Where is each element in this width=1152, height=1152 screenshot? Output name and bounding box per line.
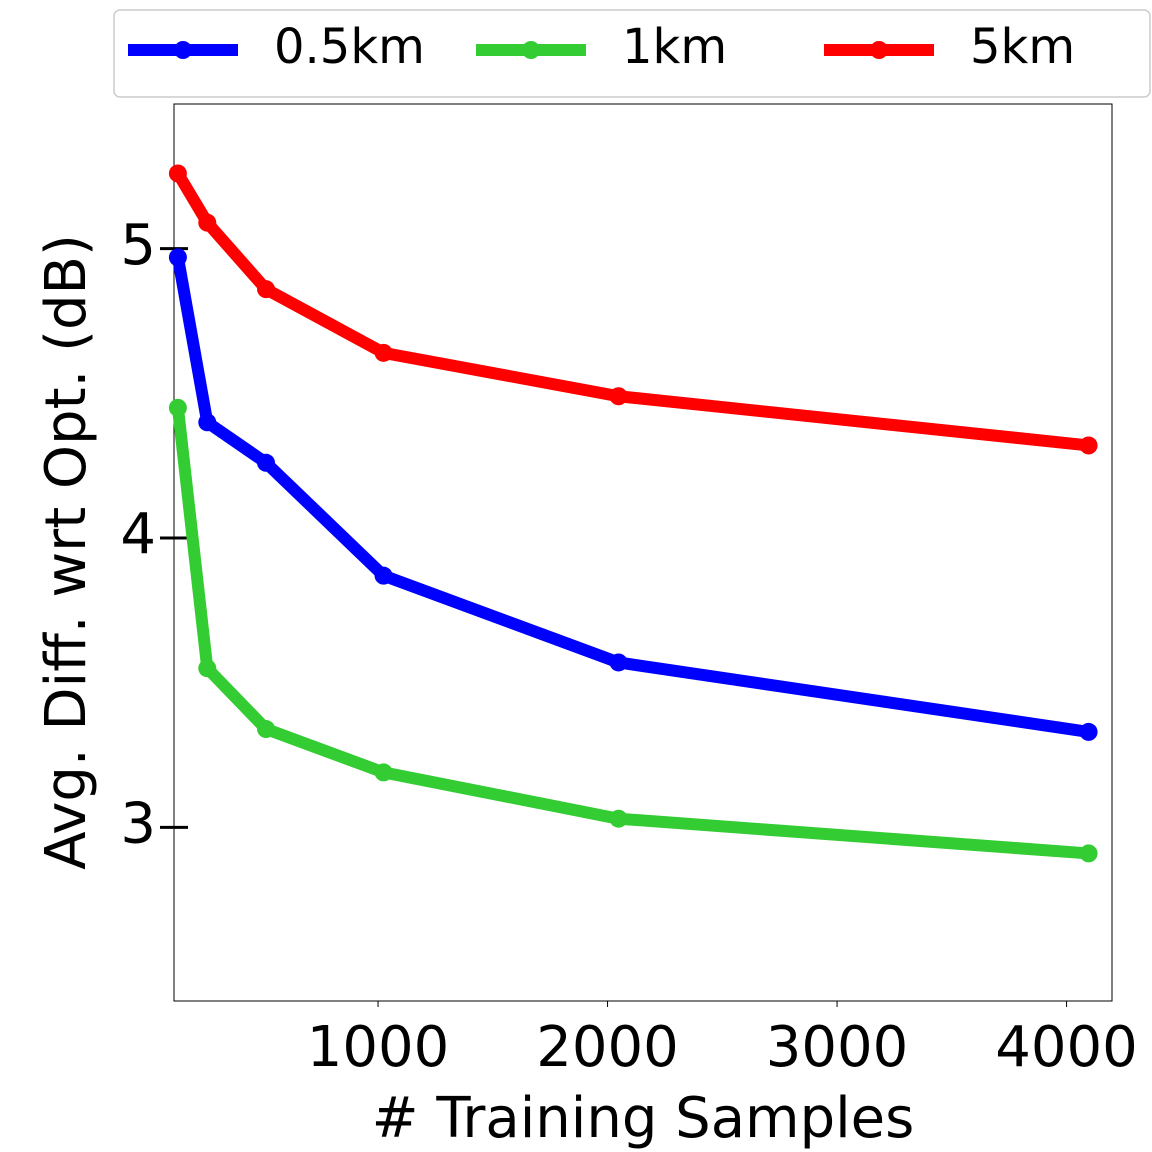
point: [168, 398, 187, 417]
y-tick-label: 5: [120, 213, 156, 278]
point: [609, 387, 628, 406]
legend-marker: [870, 41, 888, 59]
legend-label: 1km: [622, 19, 727, 75]
point: [374, 343, 393, 362]
x-tick-label: 2000: [536, 1015, 679, 1080]
legend-label: 5km: [970, 19, 1075, 75]
point: [198, 659, 217, 678]
point: [1079, 436, 1098, 455]
y-axis-label: Avg. Diff. wrt Opt. (dB): [34, 234, 99, 870]
point: [609, 809, 628, 828]
legend-marker: [174, 41, 192, 59]
legend-box: [113, 9, 1151, 98]
x-tick-label: 3000: [766, 1015, 909, 1080]
series-line: [171, 407, 1090, 860]
point: [257, 280, 276, 299]
point: [257, 720, 276, 739]
point: [1079, 844, 1098, 863]
x-tick-label: 4000: [995, 1015, 1138, 1080]
plot-frame: [173, 103, 1113, 1002]
x-axis-label: # Training Samples: [372, 1086, 915, 1151]
x-tick-label: 1000: [307, 1015, 450, 1080]
point: [168, 248, 187, 267]
point: [198, 413, 217, 432]
point: [374, 763, 393, 782]
y-tick-label: 4: [120, 502, 156, 567]
point: [374, 566, 393, 585]
point: [198, 213, 217, 232]
series-line: [171, 256, 1090, 738]
legend-label: 0.5km: [274, 19, 425, 75]
point: [609, 653, 628, 672]
point: [257, 453, 276, 472]
legend-marker: [522, 41, 540, 59]
y-tick-label: 3: [120, 792, 156, 857]
series-line: [172, 170, 1090, 452]
point: [1079, 722, 1098, 741]
point: [168, 164, 187, 183]
